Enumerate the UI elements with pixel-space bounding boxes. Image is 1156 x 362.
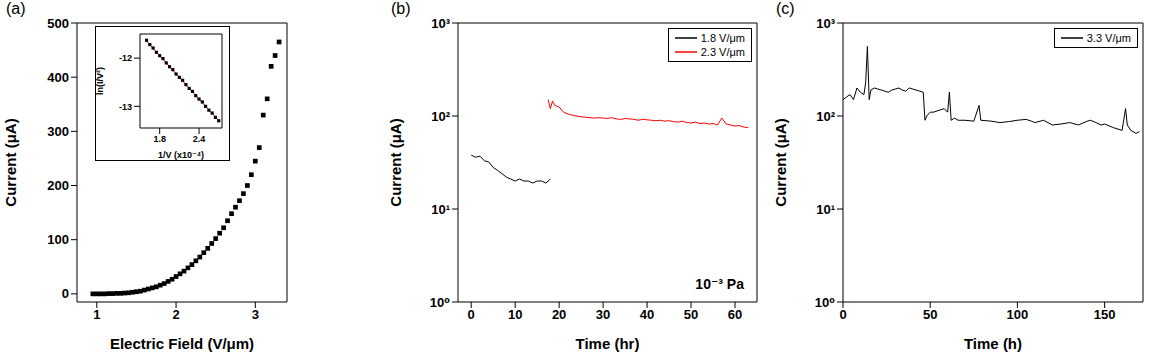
- svg-text:ln(I/V²): ln(I/V²): [96, 67, 105, 95]
- html-text:1.8 V/μm: 1.8 V/μm: [700, 32, 745, 44]
- svg-text:40: 40: [640, 307, 654, 322]
- svg-text:Current (μA): Current (μA): [8, 118, 19, 206]
- svg-text:50: 50: [684, 307, 698, 322]
- svg-text:100: 100: [1007, 307, 1029, 322]
- svg-text:Time (hr): Time (hr): [576, 335, 640, 352]
- svg-text:2.4: 2.4: [193, 134, 206, 144]
- html-text:10⁻³ Pa: 10⁻³ Pa: [695, 276, 744, 292]
- svg-text:2: 2: [172, 307, 179, 322]
- svg-text:-12: -12: [119, 53, 132, 63]
- html-text:3.3 V/μm: 3.3 V/μm: [1086, 32, 1131, 44]
- svg-text:10²: 10²: [431, 109, 450, 124]
- svg-text:10¹: 10¹: [816, 202, 835, 217]
- svg-text:100: 100: [47, 232, 69, 247]
- html-text:(b): (b): [391, 0, 411, 17]
- svg-text:500: 500: [47, 16, 69, 31]
- svg-text:10¹: 10¹: [431, 202, 450, 217]
- svg-text:Current (μA): Current (μA): [772, 118, 789, 206]
- svg-text:30: 30: [596, 307, 610, 322]
- svg-text:20: 20: [552, 307, 566, 322]
- svg-text:0: 0: [62, 286, 69, 301]
- svg-text:1: 1: [93, 307, 100, 322]
- html-text:(a): (a): [6, 0, 26, 17]
- svg-text:200: 200: [47, 178, 69, 193]
- svg-text:300: 300: [47, 124, 69, 139]
- svg-text:0: 0: [468, 307, 475, 322]
- svg-text:400: 400: [47, 70, 69, 85]
- svg-text:10⁰: 10⁰: [430, 295, 450, 310]
- svg-text:Time (h): Time (h): [964, 335, 1022, 352]
- svg-text:1.8: 1.8: [153, 134, 166, 144]
- svg-text:-13: -13: [119, 102, 132, 112]
- svg-text:1/V (x10⁻⁴): 1/V (x10⁻⁴): [158, 150, 204, 160]
- svg-text:60: 60: [728, 307, 742, 322]
- svg-text:150: 150: [1094, 307, 1116, 322]
- svg-text:3: 3: [252, 307, 259, 322]
- svg-text:50: 50: [923, 307, 937, 322]
- svg-text:Electric Field (V/μm): Electric Field (V/μm): [110, 335, 254, 352]
- html-text:2.3 V/μm: 2.3 V/μm: [700, 46, 745, 58]
- svg-text:10³: 10³: [816, 16, 835, 31]
- svg-text:0: 0: [839, 307, 846, 322]
- html-text:(c): (c): [776, 0, 795, 17]
- svg-text:10³: 10³: [431, 16, 450, 31]
- svg-text:10: 10: [508, 307, 522, 322]
- svg-text:Current (μA): Current (μA): [387, 118, 404, 206]
- svg-text:10⁰: 10⁰: [815, 295, 835, 310]
- svg-text:10²: 10²: [816, 109, 835, 124]
